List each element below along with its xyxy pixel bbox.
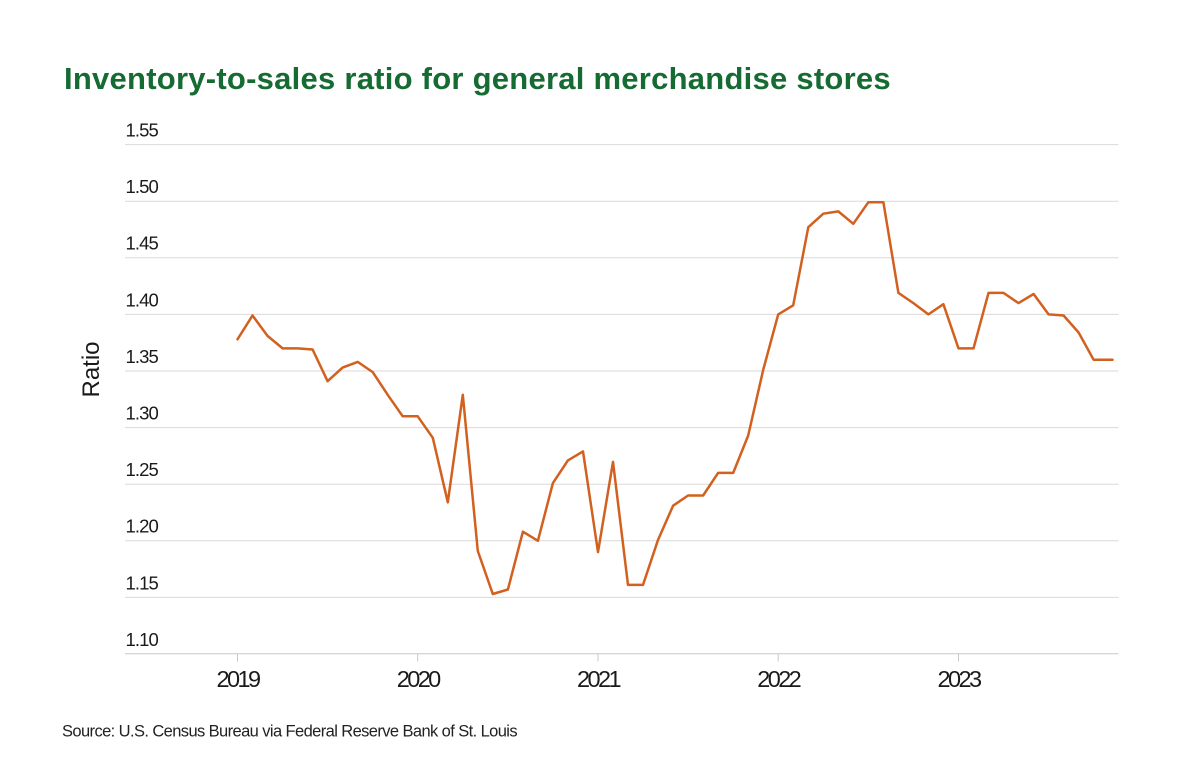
svg-text:1.40: 1.40 xyxy=(126,289,159,310)
svg-text:1.50: 1.50 xyxy=(126,176,159,197)
svg-text:Source: U.S. Census Bureau via: Source: U.S. Census Bureau via Federal R… xyxy=(62,723,517,741)
svg-text:2019: 2019 xyxy=(217,666,260,692)
svg-text:1.10: 1.10 xyxy=(126,629,159,650)
svg-text:1.45: 1.45 xyxy=(126,233,159,254)
svg-text:2020: 2020 xyxy=(397,666,441,692)
svg-text:1.20: 1.20 xyxy=(126,516,159,537)
svg-text:1.35: 1.35 xyxy=(126,346,159,367)
svg-text:2021: 2021 xyxy=(577,666,620,692)
svg-text:1.15: 1.15 xyxy=(126,572,159,593)
svg-text:1.55: 1.55 xyxy=(126,120,159,141)
svg-text:2023: 2023 xyxy=(938,666,982,692)
svg-text:1.25: 1.25 xyxy=(126,459,159,480)
svg-text:1.30: 1.30 xyxy=(126,403,159,424)
svg-text:Ratio: Ratio xyxy=(78,341,105,397)
svg-text:Inventory-to-sales ratio for g: Inventory-to-sales ratio for general mer… xyxy=(64,61,891,96)
svg-text:2022: 2022 xyxy=(757,666,800,692)
